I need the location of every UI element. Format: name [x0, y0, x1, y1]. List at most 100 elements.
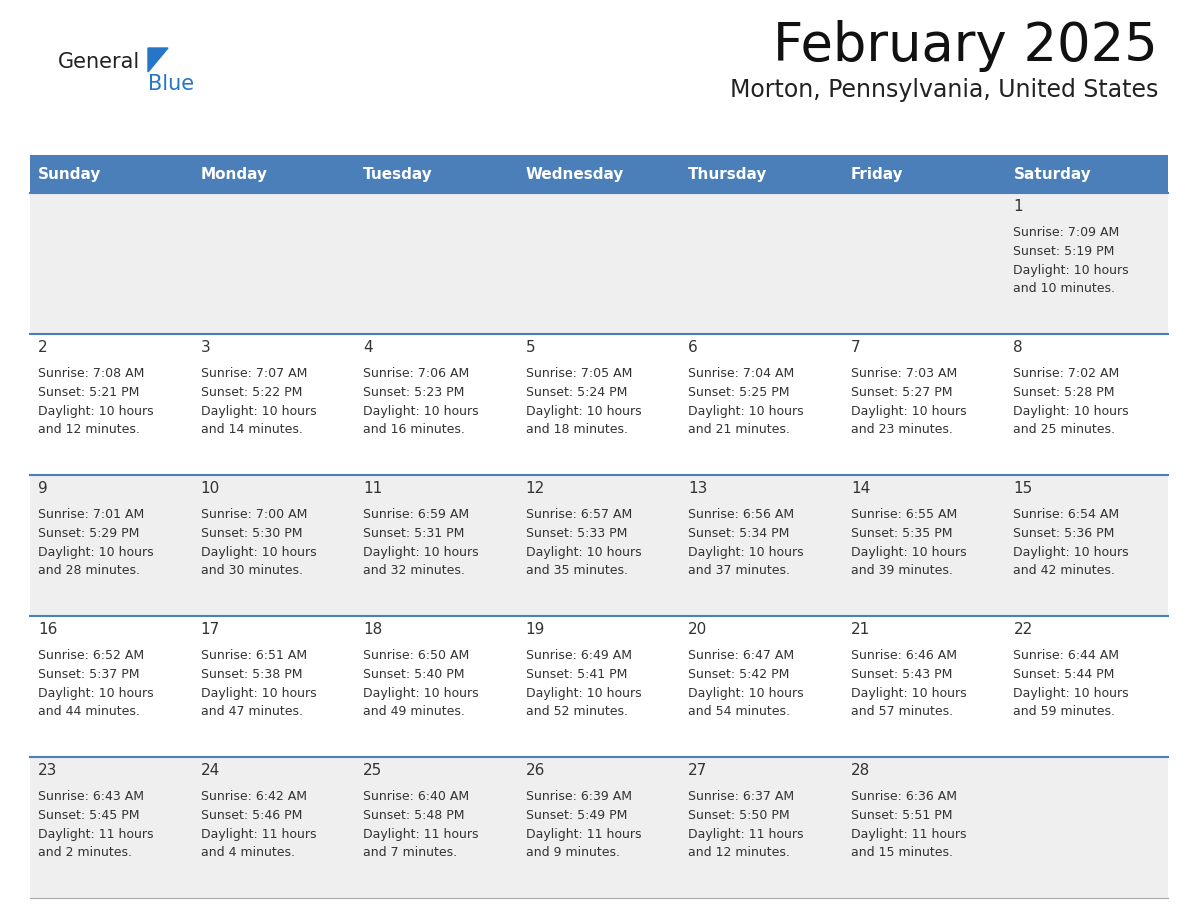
- Text: Sunset: 5:51 PM: Sunset: 5:51 PM: [851, 809, 953, 822]
- Text: 19: 19: [526, 622, 545, 637]
- Text: Friday: Friday: [851, 166, 904, 182]
- Text: February 2025: February 2025: [773, 20, 1158, 72]
- Text: Sunrise: 6:49 AM: Sunrise: 6:49 AM: [526, 649, 632, 662]
- Bar: [1005, 193, 1168, 334]
- Text: and 15 minutes.: and 15 minutes.: [851, 846, 953, 859]
- Text: Daylight: 10 hours: Daylight: 10 hours: [364, 545, 479, 558]
- Text: Daylight: 11 hours: Daylight: 11 hours: [851, 828, 966, 841]
- Text: Sunrise: 7:03 AM: Sunrise: 7:03 AM: [851, 367, 958, 380]
- Text: Daylight: 10 hours: Daylight: 10 hours: [1013, 545, 1129, 558]
- Text: Daylight: 10 hours: Daylight: 10 hours: [1013, 405, 1129, 418]
- Bar: [30, 193, 192, 334]
- Bar: [192, 757, 355, 898]
- Text: and 37 minutes.: and 37 minutes.: [688, 565, 790, 577]
- Bar: [192, 616, 355, 757]
- Bar: [1005, 616, 1168, 757]
- Text: Sunrise: 6:43 AM: Sunrise: 6:43 AM: [38, 790, 144, 803]
- Text: Thursday: Thursday: [688, 166, 767, 182]
- Text: Sunrise: 7:04 AM: Sunrise: 7:04 AM: [688, 367, 795, 380]
- Text: 2: 2: [38, 340, 48, 355]
- Text: 15: 15: [1013, 481, 1032, 496]
- Text: Sunset: 5:49 PM: Sunset: 5:49 PM: [526, 809, 627, 822]
- Text: Sunset: 5:36 PM: Sunset: 5:36 PM: [1013, 527, 1114, 540]
- Text: Sunrise: 6:37 AM: Sunrise: 6:37 AM: [688, 790, 795, 803]
- Text: Sunrise: 7:07 AM: Sunrise: 7:07 AM: [201, 367, 307, 380]
- Bar: [681, 193, 842, 334]
- Text: 6: 6: [688, 340, 699, 355]
- Text: Sunrise: 6:57 AM: Sunrise: 6:57 AM: [526, 509, 632, 521]
- Text: Sunday: Sunday: [38, 166, 101, 182]
- Text: Sunset: 5:44 PM: Sunset: 5:44 PM: [1013, 668, 1114, 681]
- Text: and 16 minutes.: and 16 minutes.: [364, 423, 465, 436]
- Text: Daylight: 10 hours: Daylight: 10 hours: [526, 687, 642, 700]
- Text: and 44 minutes.: and 44 minutes.: [38, 705, 140, 718]
- Text: and 7 minutes.: and 7 minutes.: [364, 846, 457, 859]
- Text: Blue: Blue: [148, 74, 194, 94]
- Text: 25: 25: [364, 763, 383, 778]
- Text: Sunrise: 6:56 AM: Sunrise: 6:56 AM: [688, 509, 795, 521]
- Bar: [355, 155, 518, 193]
- Text: Daylight: 10 hours: Daylight: 10 hours: [851, 405, 967, 418]
- Text: 28: 28: [851, 763, 870, 778]
- Text: and 52 minutes.: and 52 minutes.: [526, 705, 627, 718]
- Text: Daylight: 10 hours: Daylight: 10 hours: [38, 545, 153, 558]
- Text: Sunset: 5:45 PM: Sunset: 5:45 PM: [38, 809, 139, 822]
- Text: Wednesday: Wednesday: [526, 166, 624, 182]
- Bar: [192, 475, 355, 616]
- Text: Sunset: 5:42 PM: Sunset: 5:42 PM: [688, 668, 790, 681]
- Bar: [355, 475, 518, 616]
- Text: Daylight: 10 hours: Daylight: 10 hours: [364, 687, 479, 700]
- Text: and 35 minutes.: and 35 minutes.: [526, 565, 627, 577]
- Bar: [1005, 334, 1168, 475]
- Text: and 30 minutes.: and 30 minutes.: [201, 565, 303, 577]
- Text: Daylight: 11 hours: Daylight: 11 hours: [688, 828, 804, 841]
- Bar: [842, 193, 1005, 334]
- Bar: [842, 757, 1005, 898]
- Text: and 21 minutes.: and 21 minutes.: [688, 423, 790, 436]
- Text: Sunset: 5:50 PM: Sunset: 5:50 PM: [688, 809, 790, 822]
- Text: Sunset: 5:31 PM: Sunset: 5:31 PM: [364, 527, 465, 540]
- Text: and 9 minutes.: and 9 minutes.: [526, 846, 620, 859]
- Text: Daylight: 10 hours: Daylight: 10 hours: [526, 545, 642, 558]
- Text: and 25 minutes.: and 25 minutes.: [1013, 423, 1116, 436]
- Bar: [681, 155, 842, 193]
- Bar: [192, 155, 355, 193]
- Text: and 32 minutes.: and 32 minutes.: [364, 565, 465, 577]
- Text: Daylight: 10 hours: Daylight: 10 hours: [38, 405, 153, 418]
- Text: Sunset: 5:28 PM: Sunset: 5:28 PM: [1013, 386, 1114, 399]
- Text: 13: 13: [688, 481, 708, 496]
- Text: and 39 minutes.: and 39 minutes.: [851, 565, 953, 577]
- Text: Sunset: 5:38 PM: Sunset: 5:38 PM: [201, 668, 302, 681]
- Text: and 47 minutes.: and 47 minutes.: [201, 705, 303, 718]
- Text: Sunrise: 6:52 AM: Sunrise: 6:52 AM: [38, 649, 144, 662]
- Bar: [842, 155, 1005, 193]
- Bar: [30, 155, 192, 193]
- Text: Sunrise: 6:42 AM: Sunrise: 6:42 AM: [201, 790, 307, 803]
- Text: 22: 22: [1013, 622, 1032, 637]
- Text: Tuesday: Tuesday: [364, 166, 432, 182]
- Bar: [518, 193, 681, 334]
- Text: 5: 5: [526, 340, 536, 355]
- Text: and 54 minutes.: and 54 minutes.: [688, 705, 790, 718]
- Bar: [681, 757, 842, 898]
- Text: Sunset: 5:43 PM: Sunset: 5:43 PM: [851, 668, 953, 681]
- Text: Daylight: 10 hours: Daylight: 10 hours: [851, 545, 967, 558]
- Text: Daylight: 10 hours: Daylight: 10 hours: [38, 687, 153, 700]
- Text: Daylight: 10 hours: Daylight: 10 hours: [526, 405, 642, 418]
- Text: 14: 14: [851, 481, 870, 496]
- Text: Daylight: 11 hours: Daylight: 11 hours: [526, 828, 642, 841]
- Text: Sunrise: 6:39 AM: Sunrise: 6:39 AM: [526, 790, 632, 803]
- Text: Daylight: 10 hours: Daylight: 10 hours: [688, 545, 804, 558]
- Text: 18: 18: [364, 622, 383, 637]
- Text: Sunset: 5:41 PM: Sunset: 5:41 PM: [526, 668, 627, 681]
- Text: Sunrise: 7:05 AM: Sunrise: 7:05 AM: [526, 367, 632, 380]
- Text: 23: 23: [38, 763, 57, 778]
- Bar: [518, 475, 681, 616]
- Text: Sunrise: 6:44 AM: Sunrise: 6:44 AM: [1013, 649, 1119, 662]
- Text: Sunrise: 6:50 AM: Sunrise: 6:50 AM: [364, 649, 469, 662]
- Text: Sunrise: 6:54 AM: Sunrise: 6:54 AM: [1013, 509, 1119, 521]
- Text: Daylight: 10 hours: Daylight: 10 hours: [1013, 263, 1129, 276]
- Text: Sunrise: 7:02 AM: Sunrise: 7:02 AM: [1013, 367, 1119, 380]
- Text: 26: 26: [526, 763, 545, 778]
- Text: Daylight: 10 hours: Daylight: 10 hours: [364, 405, 479, 418]
